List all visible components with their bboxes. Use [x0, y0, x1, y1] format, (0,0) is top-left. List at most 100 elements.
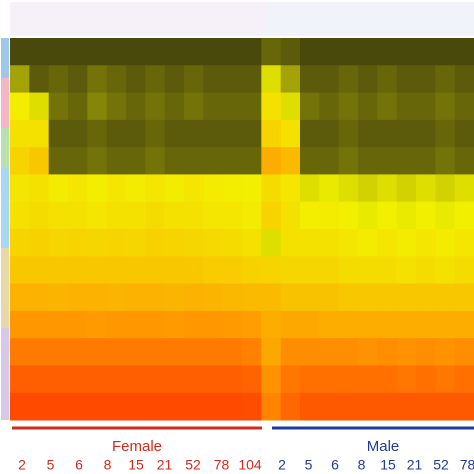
heatmap-cell — [261, 338, 282, 366]
heatmap-cell — [300, 365, 320, 394]
heatmap-cell — [416, 229, 436, 257]
heatmap-cell — [242, 392, 262, 421]
heatmap-cell — [145, 229, 166, 257]
heatmap-cell — [377, 65, 398, 94]
heatmap-cell — [203, 338, 224, 366]
heatmap-cell — [338, 256, 359, 285]
heatmap-cell — [29, 92, 50, 121]
x-tick-label: 8 — [104, 457, 112, 473]
heatmap-cell — [145, 65, 166, 94]
heatmap-cell — [222, 310, 243, 339]
heatmap-cell — [319, 365, 340, 394]
heatmap-cell — [126, 65, 146, 94]
column-labels-area — [10, 2, 265, 36]
heatmap-cell — [126, 392, 146, 421]
heatmap-cell — [68, 92, 88, 121]
heatmap-cell — [222, 38, 243, 66]
heatmap-cell — [106, 365, 127, 394]
heatmap-cell — [48, 310, 69, 339]
heatmap-cell — [222, 119, 243, 148]
heatmap-cell — [261, 310, 282, 339]
heatmap-cell — [435, 92, 456, 121]
heatmap-cell — [280, 392, 301, 421]
heatmap-cell — [87, 65, 108, 94]
heatmap-cell — [416, 365, 436, 394]
heatmap-cell — [416, 283, 436, 312]
heatmap-cell — [377, 256, 398, 285]
heatmap-cell — [184, 65, 204, 94]
heatmap-cell — [29, 229, 50, 257]
heatmap-cell — [68, 256, 88, 285]
heatmap-cell — [454, 119, 474, 148]
heatmap-cell — [106, 256, 127, 285]
heatmap-cell — [242, 365, 262, 394]
heatmap-cell — [222, 147, 243, 175]
heatmap-cell — [203, 174, 224, 203]
heatmap-cell — [87, 365, 108, 394]
heatmap-cell — [300, 147, 320, 175]
heatmap-cell — [396, 92, 417, 121]
heatmap-cell — [126, 201, 146, 230]
heatmap-cell — [261, 283, 282, 312]
heatmap-cell — [338, 310, 359, 339]
heatmap-cell — [454, 283, 474, 312]
heatmap-cell — [300, 256, 320, 285]
heatmap-cell — [377, 392, 398, 421]
heatmap-cell — [242, 283, 262, 312]
heatmap-cell — [184, 338, 204, 366]
heatmap-cell — [319, 283, 340, 312]
heatmap-cell — [338, 119, 359, 148]
heatmap-cell — [242, 310, 262, 339]
heatmap-cell — [435, 174, 456, 203]
heatmap-cell — [242, 92, 262, 121]
heatmap-cell — [145, 365, 166, 394]
heatmap-cell — [222, 65, 243, 94]
heatmap-cell — [319, 201, 340, 230]
heatmap-cell — [454, 310, 474, 339]
x-tick-label: 21 — [157, 457, 173, 473]
heatmap-cell — [338, 201, 359, 230]
heatmap-cell — [435, 365, 456, 394]
heatmap-cell — [377, 38, 398, 66]
heatmap-cell — [319, 174, 340, 203]
heatmap-cell — [184, 119, 204, 148]
heatmap-cell — [358, 65, 378, 94]
heatmap-cell — [280, 365, 301, 394]
heatmap-cell — [29, 392, 50, 421]
heatmap-cell — [126, 338, 146, 366]
heatmap-cell — [126, 365, 146, 394]
heatmap-cell — [242, 256, 262, 285]
heatmap-cell — [416, 201, 436, 230]
heatmap-cell — [68, 119, 88, 148]
heatmap-cell — [106, 201, 127, 230]
heatmap-cell — [126, 310, 146, 339]
heatmap-cell — [435, 65, 456, 94]
heatmap-cell — [164, 338, 185, 366]
heatmap-cell — [126, 283, 146, 312]
heatmap-cell — [396, 229, 417, 257]
heatmap-cell — [10, 256, 30, 285]
heatmap-cell — [222, 229, 243, 257]
heatmap-cell — [203, 92, 224, 121]
heatmap-cell — [396, 338, 417, 366]
heatmap-cell — [68, 365, 88, 394]
heatmap-cell — [164, 38, 185, 66]
heatmap-cell — [300, 310, 320, 339]
heatmap-cell — [261, 174, 282, 203]
heatmap-cell — [300, 283, 320, 312]
heatmap-cell — [145, 92, 166, 121]
heatmap-cell — [48, 201, 69, 230]
heatmap-cell — [68, 201, 88, 230]
x-tick-label: 8 — [358, 457, 366, 473]
heatmap-cell — [164, 283, 185, 312]
heatmap-cell — [106, 310, 127, 339]
heatmap-cell — [184, 392, 204, 421]
heatmap-cell — [416, 310, 436, 339]
heatmap-cell — [29, 147, 50, 175]
heatmap-cell — [145, 392, 166, 421]
heatmap-cell — [319, 65, 340, 94]
heatmap-cell — [319, 310, 340, 339]
heatmap-cell — [358, 392, 378, 421]
